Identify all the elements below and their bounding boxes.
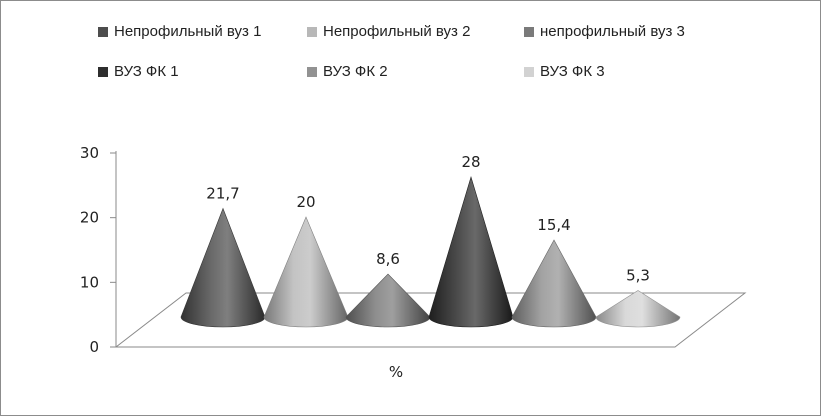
cone-bar [180,207,266,328]
x-axis-label: % [389,363,403,381]
data-label: 21,7 [206,185,239,203]
legend-swatch [524,26,534,37]
legend-label: непрофильный вуз 3 [540,23,685,40]
data-label: 20 [296,193,315,211]
legend-swatch [98,66,108,77]
y-tick-label: 10 [80,273,99,291]
cone-bar [263,216,349,328]
y-tick-label: 0 [89,338,99,356]
legend-swatch [98,26,108,37]
legend-item: Непрофильный вуз 2 [307,23,470,40]
legend-item: ВУЗ ФК 3 [524,63,605,80]
legend-swatch [307,26,317,37]
legend-item: ВУЗ ФК 2 [307,63,388,80]
cone-bar [595,290,681,328]
cone-bar [511,239,597,328]
cone-bar [428,175,514,328]
data-label: 5,3 [626,267,650,285]
data-label: 28 [461,153,480,171]
data-label: 15,4 [537,216,570,234]
y-tick-label: 20 [80,209,99,227]
legend: Непрофильный вуз 1 Непрофильный вуз 2 непр… [1,1,823,91]
legend-label: ВУЗ ФК 1 [114,63,179,80]
legend-label: ВУЗ ФК 3 [540,63,605,80]
legend-label: ВУЗ ФК 2 [323,63,388,80]
cones [180,175,681,328]
legend-item: ВУЗ ФК 1 [98,63,179,80]
legend-swatch [524,66,534,77]
data-labels: 21,7 20 8,6 28 15,4 5,3 [206,153,650,285]
legend-swatch [307,66,317,77]
data-label: 8,6 [376,250,400,268]
cone-bar [345,273,431,328]
y-axis-ticks: 0 10 20 30 [80,144,116,356]
legend-label: Непрофильный вуз 2 [323,23,471,40]
y-tick-label: 30 [80,144,99,162]
legend-item: непрофильный вуз 3 [524,23,685,40]
legend-item: Непрофильный вуз 1 [98,23,261,40]
legend-label: Непрофильный вуз 1 [114,23,262,40]
